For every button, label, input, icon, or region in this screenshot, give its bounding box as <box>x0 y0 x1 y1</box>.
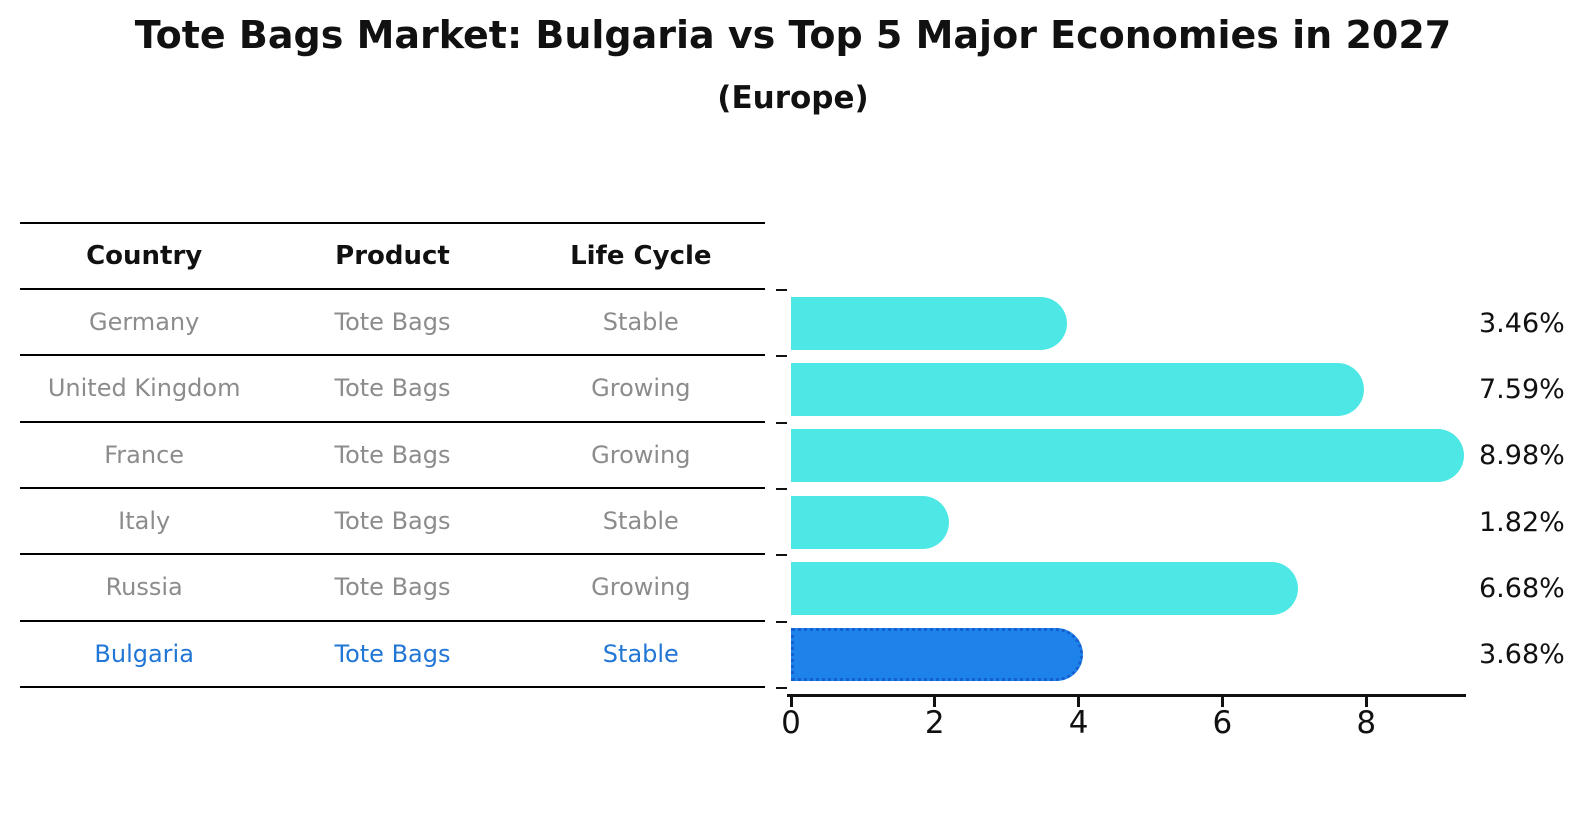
table-row: Bulgaria Tote Bags Stable <box>20 622 765 688</box>
y-tick <box>776 289 787 291</box>
bar-united-kingdom <box>791 362 1364 416</box>
value-label: 8.98% <box>1479 440 1565 472</box>
cell-country: France <box>104 440 185 469</box>
data-table: Country Product Life Cycle Germany Tote B… <box>20 222 765 688</box>
table-row: Germany Tote Bags Stable <box>20 290 765 357</box>
table-body: Germany Tote Bags Stable United Kingdom Tote… <box>20 290 765 688</box>
cell-country: Russia <box>105 573 183 602</box>
value-label: 6.68% <box>1479 572 1565 604</box>
cell-life-cycle: Stable <box>602 308 679 337</box>
cell-product: Tote Bags <box>334 573 451 602</box>
bar-germany <box>791 296 1067 350</box>
header-cell-country: Country <box>86 241 203 271</box>
bar-france <box>791 429 1464 483</box>
x-tick <box>1220 697 1224 707</box>
y-tick <box>776 355 787 358</box>
bar-bulgaria <box>791 628 1083 682</box>
cell-country: Bulgaria <box>94 639 194 668</box>
bar-italy <box>791 495 949 549</box>
page-subtitle: (Europe) <box>717 80 869 116</box>
y-tick <box>776 686 787 689</box>
x-tick <box>1077 697 1081 707</box>
x-tick-label: 6 <box>1212 705 1233 741</box>
y-tick <box>776 421 787 424</box>
header-cell-life-cycle: Life Cycle <box>570 241 712 271</box>
cell-product: Tote Bags <box>334 639 451 668</box>
cell-product: Tote Bags <box>334 374 451 403</box>
x-axis-line <box>787 694 1466 697</box>
x-tick <box>1364 697 1368 707</box>
cell-country: Germany <box>89 308 200 337</box>
x-tick <box>933 697 937 707</box>
value-label: 7.59% <box>1479 373 1565 405</box>
table-row: France Tote Bags Growing <box>20 423 765 489</box>
cell-life-cycle: Growing <box>591 440 691 469</box>
cell-country: Italy <box>118 507 171 536</box>
value-label: 1.82% <box>1479 506 1565 538</box>
y-tick <box>776 487 787 490</box>
cell-product: Tote Bags <box>334 308 451 337</box>
x-tick-label: 4 <box>1068 705 1089 741</box>
bar-russia <box>791 561 1299 615</box>
page-title: Tote Bags Market: Bulgaria vs Top 5 Majo… <box>134 13 1452 57</box>
cell-life-cycle: Stable <box>602 507 679 536</box>
table-row: United Kingdom Tote Bags Growing <box>20 356 765 423</box>
y-tick <box>776 554 787 557</box>
cell-product: Tote Bags <box>334 507 451 536</box>
header-cell-product: Product <box>335 241 450 271</box>
cell-life-cycle: Stable <box>602 639 679 668</box>
table-row: Italy Tote Bags Stable <box>20 489 765 556</box>
cell-product: Tote Bags <box>334 440 451 469</box>
table-row: Russia Tote Bags Growing <box>20 555 765 622</box>
x-tick-label: 0 <box>781 705 801 741</box>
value-label: 3.46% <box>1479 307 1565 339</box>
value-label: 3.68% <box>1479 639 1565 671</box>
y-tick <box>776 620 787 623</box>
cell-life-cycle: Growing <box>591 573 691 602</box>
x-tick <box>789 697 793 707</box>
cell-life-cycle: Growing <box>591 374 691 403</box>
x-tick-label: 8 <box>1356 705 1377 741</box>
x-tick-label: 2 <box>924 705 945 741</box>
table-header-row: Country Product Life Cycle <box>20 222 765 290</box>
cell-country: United Kingdom <box>47 374 241 403</box>
